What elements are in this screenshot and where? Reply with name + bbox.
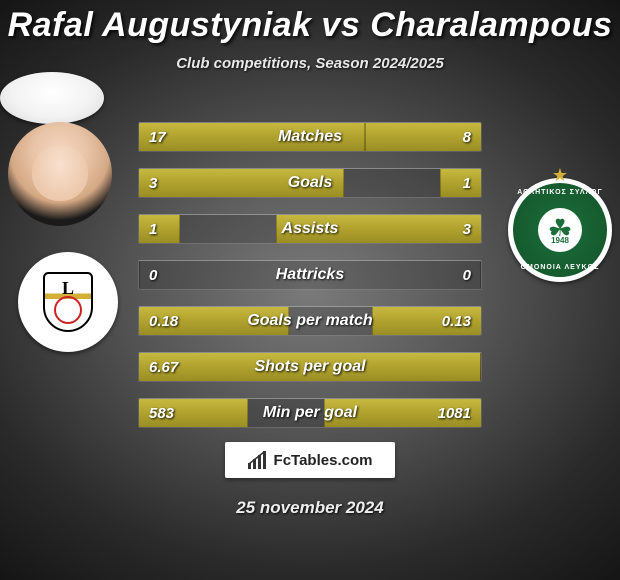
stat-value-right: 0.13 <box>442 307 471 335</box>
footer-date: 25 november 2024 <box>0 498 620 518</box>
player2-avatar <box>0 72 104 124</box>
stat-row: 31Goals <box>138 168 482 198</box>
page-subtitle: Club competitions, Season 2024/2025 <box>0 55 620 72</box>
club2-ring-text-bot: ΟΜΟΝΟΙΑ ΛΕΥΚΩΣ <box>513 264 607 271</box>
club2-year: 1948 <box>549 236 571 245</box>
chart-icon <box>248 451 268 469</box>
club1-shield-icon <box>43 272 93 332</box>
stat-fill-left <box>139 261 140 289</box>
stat-value-left: 3 <box>149 169 157 197</box>
page-title: Rafal Augustyniak vs Charalampous <box>0 0 620 45</box>
stat-fill-left <box>139 215 180 243</box>
shamrock-icon: 1948 <box>538 208 582 252</box>
stat-row: 0 0Hattricks <box>138 260 482 290</box>
stat-row: 13Assists <box>138 214 482 244</box>
stat-fill-left <box>139 123 365 151</box>
stat-fill-right <box>276 215 481 243</box>
stat-fill-left <box>139 169 344 197</box>
stat-value-left: 0.18 <box>149 307 178 335</box>
player1-avatar <box>8 122 112 226</box>
stat-row: 6.67Shots per goal <box>138 352 482 382</box>
club1-badge <box>18 252 118 352</box>
stat-value-left: 583 <box>149 399 174 427</box>
stat-value-left: 17 <box>149 123 166 151</box>
stat-row: 178Matches <box>138 122 482 152</box>
stat-value-right: 3 <box>463 215 471 243</box>
comparison-bars: 178Matches31Goals13Assists00Hattricks0.1… <box>138 122 482 444</box>
stat-label: Hattricks <box>139 261 481 289</box>
footer-brand-text: FcTables.com <box>274 452 373 469</box>
stat-row: 0.180.13Goals per match <box>138 306 482 336</box>
star-icon: ★ <box>552 165 568 186</box>
stat-fill-right <box>480 261 481 289</box>
stat-fill-left <box>139 353 481 381</box>
stat-value-right: 1081 <box>438 399 471 427</box>
club2-ring-text-top: ΑΘΛΗΤΙΚΟΣ ΣΥΛΛΟΓ <box>513 189 607 196</box>
stat-value-left: 1 <box>149 215 157 243</box>
stat-value-left: 0 <box>149 261 157 289</box>
stat-fill-right <box>440 169 481 197</box>
stat-value-left: 6.67 <box>149 353 178 381</box>
club2-badge: ★ ΑΘΛΗΤΙΚΟΣ ΣΥΛΛΟΓ 1948 ΟΜΟΝΟΙΑ ΛΕΥΚΩΣ <box>508 178 612 282</box>
stat-value-right: 0 <box>463 261 471 289</box>
stat-fill-right <box>480 353 481 381</box>
stat-value-right: 8 <box>463 123 471 151</box>
stat-value-right: 1 <box>463 169 471 197</box>
footer-brand-badge: FcTables.com <box>225 442 395 478</box>
stat-row: 5831081Min per goal <box>138 398 482 428</box>
